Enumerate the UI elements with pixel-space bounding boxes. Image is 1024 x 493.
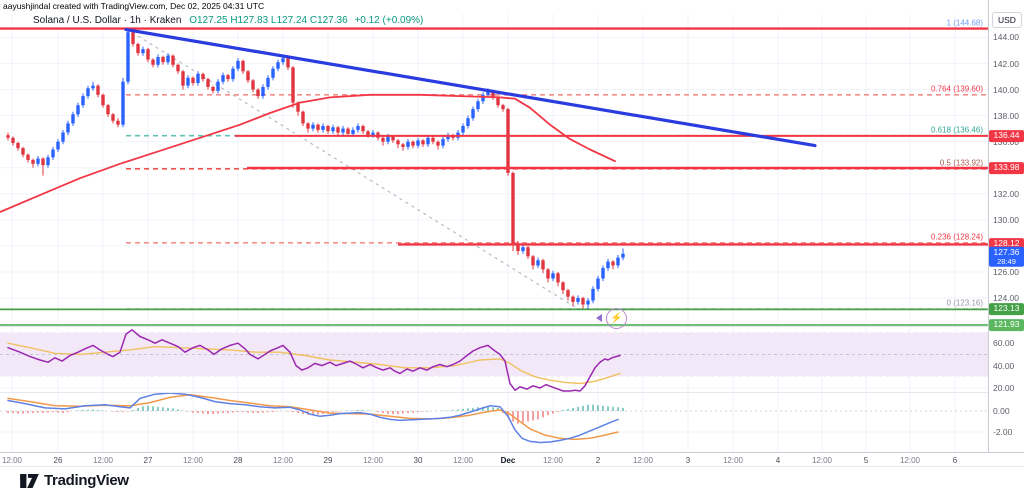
time-tick-label: 12:00 (92, 456, 114, 465)
time-axis[interactable]: 12:00 26 12:00 27 12:00 28 12:00 29 12:00 30 12:00… (0, 452, 1024, 467)
time-tick-label: 2 (595, 456, 601, 465)
macd-indicator[interactable] (0, 392, 988, 444)
price-tick-label: 136.00 (993, 137, 1019, 147)
ohlc-values: O127.25 H127.83 L127.24 C127.36 (189, 15, 348, 26)
time-tick-label: 3 (685, 456, 691, 465)
time-tick-label: 12:00 (722, 456, 744, 465)
time-tick-label: 12:00 (811, 456, 833, 465)
support-lines[interactable] (0, 308, 988, 326)
sticker-cursor-arrow-icon (596, 314, 602, 322)
grid-lines (0, 14, 988, 452)
rsi-indicator[interactable] (7, 329, 621, 392)
price-badge-121.93: 121.93 (989, 319, 1024, 331)
change-value: +0.12 (+0.09%) (354, 15, 424, 26)
price-tick-label: 124.00 (993, 293, 1019, 303)
fib-label-0.236: 0.236 (128.24) (930, 232, 983, 242)
fib-baseline[interactable] (125, 28, 579, 310)
time-tick-label: Dec (500, 456, 516, 465)
price-badge-136.44: 136.44 (989, 130, 1024, 142)
price-badge-123.13: 123.13 (989, 303, 1024, 315)
brand-name: TradingView (44, 472, 129, 489)
fib-label-1: 1 (144.68) (946, 18, 983, 28)
time-tick-label: 28 (233, 456, 243, 465)
symbol-bar[interactable]: Solana / U.S. Dollar · 1h · Kraken O127.… (30, 15, 427, 26)
tradingview-logo[interactable]: TradingView (20, 472, 129, 489)
price-badge-128.12: 128.12 (989, 238, 1024, 250)
time-tick-label: 6 (952, 456, 958, 465)
time-tick-label: 5 (863, 456, 869, 465)
price-tick-label: 60.00 (993, 338, 1015, 348)
attribution-text: aayushjindal created with TradingView.co… (3, 1, 265, 11)
price-tick-label: 138.00 (993, 111, 1019, 121)
rsi-band (0, 331, 988, 378)
price-tick-label: -2.00 (993, 427, 1013, 437)
price-tick-label: 140.00 (993, 85, 1019, 95)
time-tick-label: 27 (143, 456, 153, 465)
time-tick-label: 12:00 (899, 456, 921, 465)
time-tick-label: 12:00 (362, 456, 384, 465)
descending-trendline[interactable] (124, 28, 817, 148)
lightning-emoji-sticker-icon[interactable]: ⚡ (606, 308, 627, 329)
bar-close-countdown: 28:49 (997, 256, 1016, 266)
fib-label-0.5: 0.5 (133.92) (939, 158, 983, 168)
tradingview-logo-icon (20, 473, 39, 488)
ma-line[interactable] (0, 93, 616, 213)
time-tick-label: 12:00 (182, 456, 204, 465)
price-tick-label: 0.00 (993, 406, 1010, 416)
price-tick-label: 142.00 (993, 59, 1019, 69)
price-tick-label: 132.00 (993, 189, 1019, 199)
fib-label-0: 0 (123.16) (946, 298, 983, 308)
resistance-lines[interactable] (0, 27, 988, 246)
time-tick-label: 12:00 (542, 456, 564, 465)
fib-label-0.618: 0.618 (136.46) (930, 125, 983, 135)
price-tick-label: 20.00 (993, 383, 1015, 393)
time-tick-label: 12:00 (452, 456, 474, 465)
time-tick-label: 26 (53, 456, 63, 465)
time-tick-label: 12:00 (632, 456, 654, 465)
symbol-title[interactable]: Solana / U.S. Dollar · 1h · Kraken (33, 15, 182, 26)
footer-bar: TradingView (0, 466, 1024, 493)
price-badge-127.36: 127.36 28:49 (989, 246, 1024, 268)
fib-label-0.764: 0.764 (139.60) (930, 84, 983, 94)
currency-unit-button[interactable]: USD (992, 12, 1022, 28)
price-tick-label: 130.00 (993, 215, 1019, 225)
price-badge-133.98: 133.98 (989, 162, 1024, 174)
time-tick-label: 4 (775, 456, 781, 465)
time-tick-label: 12:00 (1, 456, 23, 465)
price-tick-label: 126.00 (993, 267, 1019, 277)
time-tick-label: 12:00 (272, 456, 294, 465)
time-tick-label: 30 (413, 456, 423, 465)
time-tick-label: 29 (323, 456, 333, 465)
price-tick-label: 144.00 (993, 32, 1019, 42)
price-tick-label: 40.00 (993, 361, 1015, 371)
price-scale-axis[interactable]: USD 144.00 142.00 140.00 138.00 136.00 132.00… (988, 0, 1024, 466)
